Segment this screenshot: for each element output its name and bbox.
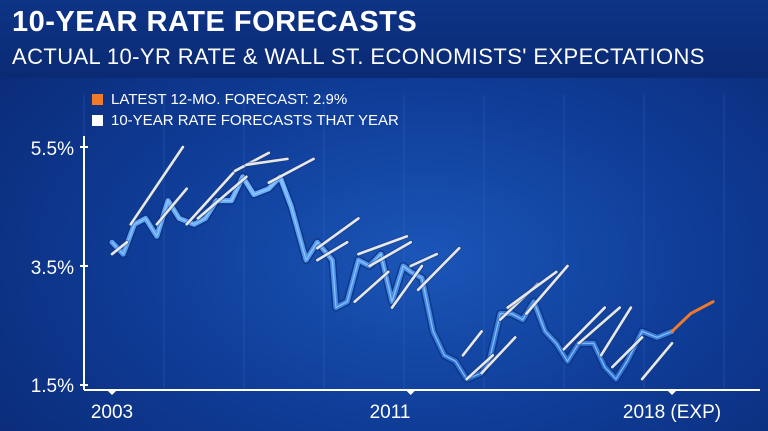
forecast-segment: [610, 336, 644, 369]
chart-title: 10-YEAR RATE FORECASTS: [12, 6, 418, 38]
forecast-segment: [461, 330, 483, 357]
forecast-segment: [185, 169, 237, 226]
actual-rate-highlight: [111, 176, 673, 380]
forecast-segment: [577, 306, 622, 345]
x-tick-mark: [405, 390, 416, 395]
forecast-segment: [525, 264, 569, 315]
legend-label-forecasts: 10-YEAR RATE FORECASTS THAT YEAR: [111, 112, 399, 129]
chart-subtitle: ACTUAL 10-YR RATE & WALL ST. ECONOMISTS'…: [12, 44, 705, 69]
y-tick-label-3-5: 3.5%: [31, 258, 74, 279]
y-tick-label-1-5: 1.5%: [31, 376, 74, 397]
forecast-segment: [640, 341, 674, 381]
forecast-segment: [245, 157, 289, 167]
forecast-segment: [155, 187, 188, 226]
forecast-segment: [465, 353, 495, 381]
forecast-segment: [506, 270, 558, 309]
forecast-segment: [368, 240, 413, 268]
forecast-segment: [353, 270, 390, 304]
x-tick-mark: [107, 390, 117, 395]
forecast-segment: [129, 145, 185, 226]
forecast-segment: [599, 306, 633, 357]
forecast-segment: [409, 252, 439, 268]
forecast-segment: [196, 175, 248, 220]
x-tick-label-2011: 2011: [370, 402, 411, 423]
forecast-segment: [357, 235, 409, 256]
forecast-segment: [110, 240, 129, 256]
actual-rate-series: [108, 172, 676, 384]
actual-rate-shadow: [108, 172, 676, 384]
forecast-segment: [390, 264, 424, 309]
grid: [83, 95, 725, 390]
legend-label-latest: LATEST 12-MO. FORECAST: 2.9%: [111, 91, 347, 108]
x-tick-mark: [667, 390, 677, 395]
title-bar: 10-YEAR RATE FORECASTS ACTUAL 10-YR RATE…: [0, 0, 768, 78]
forecast-segment: [267, 157, 315, 184]
legend-swatch-forecasts: [92, 115, 103, 126]
latest-forecast-series: [670, 300, 715, 333]
x-tick-label-2003: 2003: [91, 402, 133, 423]
forecast-series: [109, 144, 675, 382]
y-tick-label-5-5: 5.5%: [31, 139, 74, 160]
latest-forecast-line: [670, 300, 715, 333]
y-axis: 5.5% 3.5% 1.5%: [31, 136, 88, 397]
legend: LATEST 12-MO. FORECAST: 2.9% 10-YEAR RAT…: [92, 91, 399, 129]
forecast-segment: [416, 246, 461, 292]
forecast-segment: [562, 306, 607, 351]
x-tick-label-2018: 2018 (EXP): [623, 402, 721, 423]
legend-swatch-latest: [92, 94, 103, 105]
forecast-segment: [315, 217, 360, 250]
x-axis: 2003 2011 2018 (EXP): [84, 389, 760, 423]
forecast-segment: [315, 240, 349, 262]
actual-rate-line: [109, 174, 675, 382]
forecast-segment: [480, 336, 517, 375]
